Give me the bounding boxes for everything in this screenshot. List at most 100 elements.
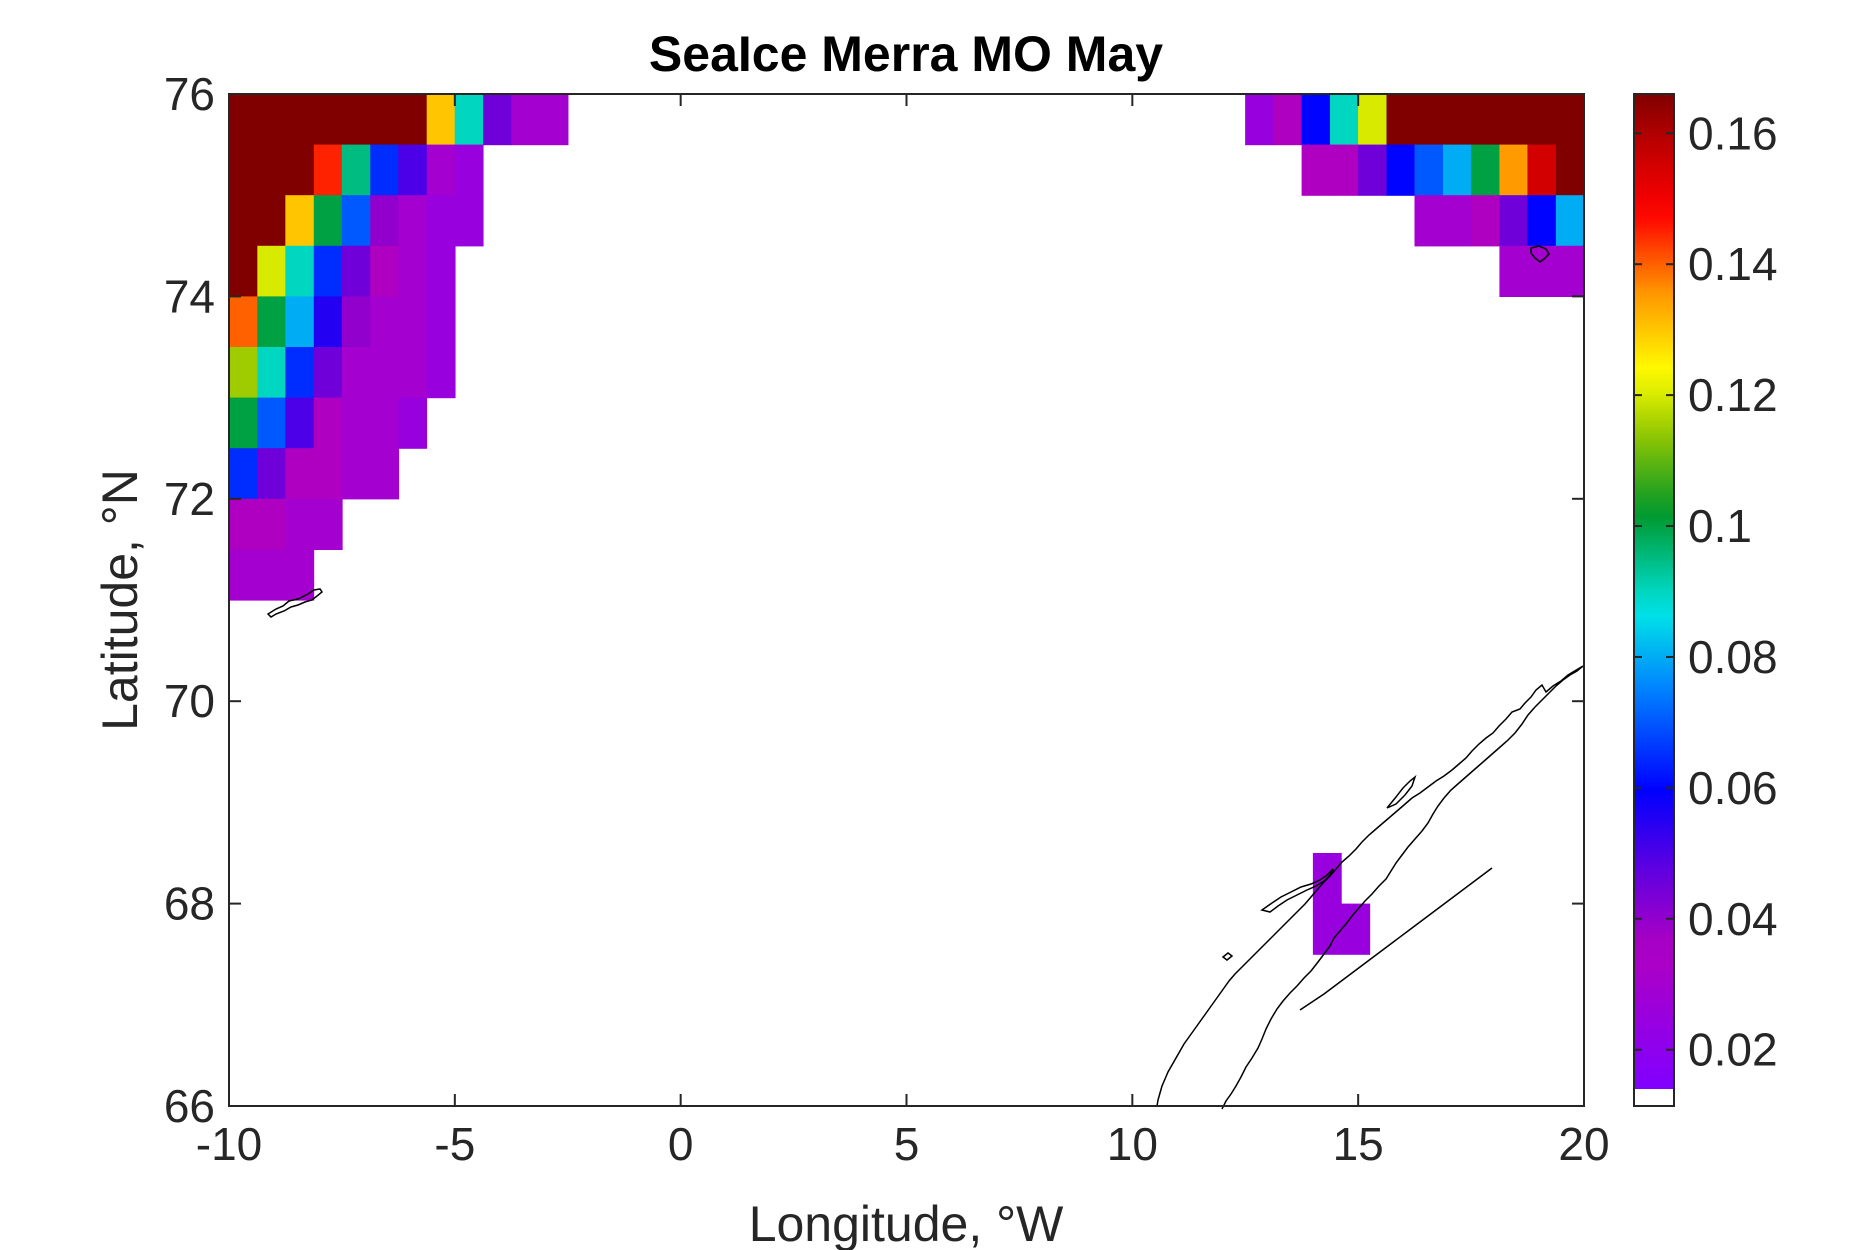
heatmap-cell [257,397,287,449]
heatmap-cell [313,347,343,399]
heatmap-cell [257,549,287,601]
heatmap-cell [398,347,428,399]
heatmap-cell [1386,144,1416,196]
x-tick-label: 10 [1107,1118,1158,1170]
heatmap-cell [229,347,258,399]
heatmap-cell [229,397,258,449]
norway-coastline [1156,665,1584,1110]
colorbar-tick-label: 0.08 [1688,631,1778,683]
heatmap-cell [285,245,315,297]
heatmap-cell [1555,195,1585,247]
heatmap-cell [1555,94,1585,146]
heatmap-cell [398,94,428,146]
heatmap-cell [285,94,315,146]
heatmap-cell [398,195,428,247]
heatmap-cell [483,94,513,146]
senja-coastline [1386,774,1417,809]
heatmap-cell [313,195,343,247]
heatmap-cell [370,448,400,500]
y-tick-label: 76 [164,68,215,120]
coastline-layer [266,245,1584,1110]
heatmap-cell [341,245,371,297]
colorbar-tick-label: 0.1 [1688,500,1752,552]
heatmap-cell [426,144,456,196]
heatmap-cell [257,498,287,550]
islet-coastline [1221,952,1234,961]
heatmap-cell [229,94,258,146]
heatmap-cell [1273,94,1303,146]
heatmap-cell [511,94,541,146]
heatmap-cell [1499,195,1529,247]
colorbar: 0.02 0.04 0.06 0.08 0.1 0.12 0.14 0.16 [1633,93,1778,1107]
heatmap-cell [229,245,258,297]
heatmap-cell [285,347,315,399]
heatmap-cell [1470,94,1500,146]
colorbar-tick-label: 0.02 [1688,1024,1778,1076]
colorbar-tick-label: 0.04 [1688,893,1778,945]
heatmap-cell [1470,195,1500,247]
heatmap-cell [1358,94,1387,146]
heatmap-cell [1330,94,1359,146]
heatmap-cell [1499,94,1529,146]
heatmap-cell [229,144,258,196]
colorbar-gradient [1634,94,1674,1089]
heatmap-cell [285,397,315,449]
heatmap-cell [257,94,287,146]
heatmap-cell [398,296,428,348]
heatmap-cell [341,94,371,146]
heatmap-cell [285,549,315,601]
x-tick-label: 20 [1558,1118,1609,1170]
heatmap-cell [1527,144,1557,196]
y-axis-label: Latitude, °N [92,469,148,731]
heatmap-cell [313,94,343,146]
heatmap-cell [285,448,315,500]
lofoten-coastline [1260,868,1334,913]
heatmap-cell [1245,94,1274,146]
heatmap-cell [341,296,371,348]
heatmap-cell [341,347,371,399]
heatmap-cell [257,347,287,399]
heatmap-cell [1414,144,1444,196]
chart-title: SeaIce Merra MO May [649,26,1163,82]
colorbar-tick-label: 0.12 [1688,369,1778,421]
heatmap-cell [454,144,484,196]
heatmap-cell [257,245,287,297]
heatmap-cell [1312,903,1342,955]
x-tick-label: -10 [196,1118,262,1170]
heatmap-cell [454,94,484,146]
heatmap-cell [370,397,400,449]
heatmap-cell [285,296,315,348]
heatmap-cell [285,195,315,247]
heatmap-cell [1499,245,1529,297]
heatmap-cell [454,195,484,247]
heatmap-cell [1358,144,1387,196]
y-tick-label: 70 [164,675,215,727]
heatmap-cell [313,144,343,196]
heatmap-cell [341,195,371,247]
x-tick-label: 15 [1333,1118,1384,1170]
heatmap-cell [398,245,428,297]
cells-layer [229,94,1585,955]
heatmap-cell [229,498,258,550]
heatmap-cell [1414,94,1444,146]
heatmap-cell [398,144,428,196]
heatmap-cell [257,195,287,247]
heatmap-cell [1555,245,1585,297]
colorbar-tick-label: 0.06 [1688,762,1778,814]
heatmap-cell [426,94,456,146]
heatmap-cell [313,448,343,500]
heatmap-cell [313,397,343,449]
heatmap-cell [257,296,287,348]
fjord-coastline [1299,867,1493,1011]
heatmap-cell [229,448,258,500]
heatmap-cell [370,94,400,146]
heatmap-cell [1499,144,1529,196]
heatmap-cell [1414,195,1444,247]
y-tick-label: 66 [164,1080,215,1132]
heatmap-cell [398,397,428,449]
colorbar-tick-label: 0.14 [1688,238,1778,290]
y-tick-label: 72 [164,473,215,525]
heatmap-cell [370,144,400,196]
